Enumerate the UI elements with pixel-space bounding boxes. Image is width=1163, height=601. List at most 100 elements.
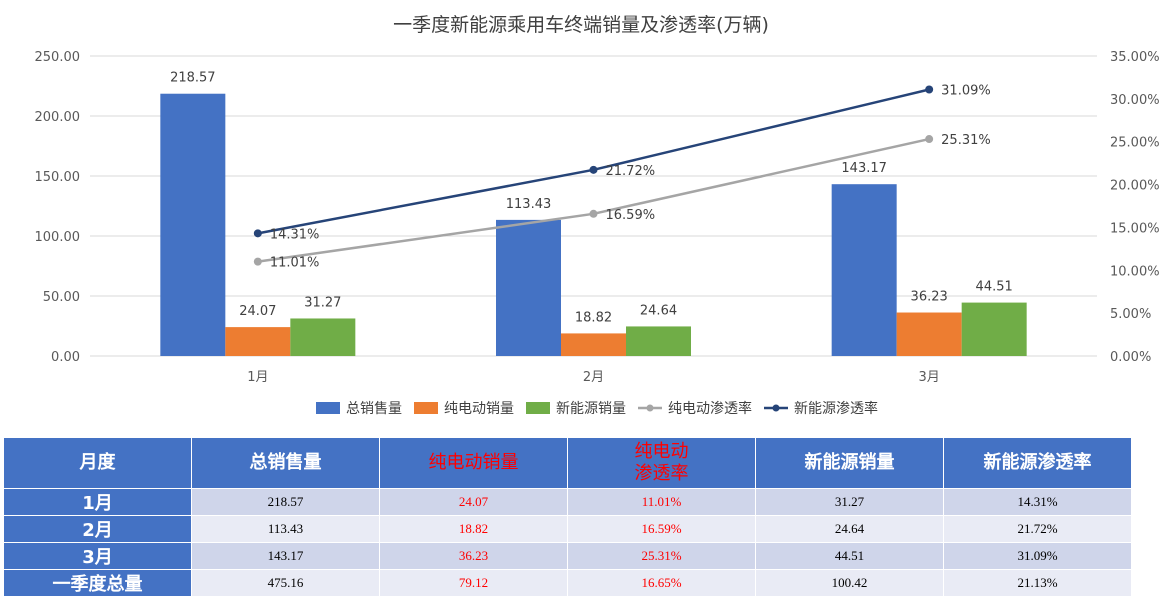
table-cell: 36.23 (379, 542, 568, 570)
line-data-label: 11.01% (270, 256, 320, 271)
bar-data-label: 31.27 (304, 295, 341, 310)
table-body: 1月 218.57 24.07 11.01% 31.27 14.31% 2月 113.43 18… (3, 488, 1132, 597)
bar-data-label: 36.23 (911, 290, 948, 305)
bar-总销售量 (496, 219, 561, 356)
table-header-text: 新能源销量 (804, 452, 895, 473)
legend-label: 纯电动渗透率 (668, 400, 752, 417)
table-cell: 11.01% (567, 488, 756, 516)
bar-data-label: 143.17 (841, 161, 887, 176)
bar-data-label: 24.64 (640, 303, 677, 318)
line-data-label: 16.59% (606, 208, 656, 223)
table-row-header: 1月 (3, 488, 192, 516)
y-left-tick-label: 250.00 (35, 50, 81, 65)
line-data-label: 31.09% (941, 84, 991, 99)
table-cell: 113.43 (191, 515, 380, 543)
y-right-tick-label: 30.00% (1110, 93, 1160, 108)
legend-marker (772, 404, 780, 412)
line-point (589, 165, 598, 174)
legend-swatch (316, 402, 340, 414)
table-cell: 100.42 (755, 569, 944, 597)
y-left-tick-label: 0.00 (51, 350, 80, 365)
legend-swatch (526, 402, 550, 414)
bar-纯电动销量 (896, 312, 962, 356)
legend-label: 新能源渗透率 (794, 400, 878, 417)
x-tick-label: 2月 (583, 370, 604, 385)
table-cell: 16.59% (567, 515, 756, 543)
bar-纯电动销量 (225, 327, 291, 356)
table-cell: 79.12 (379, 569, 568, 597)
line-data-label: 21.72% (606, 164, 656, 179)
line-point (589, 209, 598, 218)
bar-新能源销量 (961, 302, 1027, 356)
bar-总销售量 (831, 184, 897, 356)
bar-data-label: 218.57 (170, 71, 216, 86)
table-row: 2月 113.43 18.82 16.59% 24.64 21.72% (3, 515, 1132, 543)
bar-data-label: 113.43 (506, 197, 552, 212)
table-header-text: 新能源渗透率 (983, 452, 1092, 473)
table-header-cell: 总销售量 (191, 437, 380, 489)
table-cell: 24.64 (755, 515, 944, 543)
bar-新能源销量 (626, 326, 691, 356)
table-header-cell: 新能源渗透率 (943, 437, 1132, 489)
table-cell: 16.65% (567, 569, 756, 597)
table-header-cell: 纯电动 渗透率 (567, 437, 756, 489)
table-cell: 24.07 (379, 488, 568, 516)
table-row: 一季度总量 475.16 79.12 16.65% 100.42 21.13% (3, 569, 1132, 597)
table-header-cell: 月度 (3, 437, 192, 489)
legend-label: 总销售量 (346, 401, 402, 417)
y-right-tick-label: 5.00% (1110, 307, 1151, 322)
bar-纯电动销量 (561, 333, 626, 356)
table-cell: 143.17 (191, 542, 380, 570)
y-right-tick-label: 0.00% (1110, 350, 1151, 365)
y-right-tick-label: 10.00% (1110, 264, 1160, 279)
table-header-text: 渗透率 (634, 463, 689, 484)
table-cell: 31.09% (943, 542, 1132, 570)
y-left-tick-label: 50.00 (43, 290, 80, 305)
table-cell: 31.27 (755, 488, 944, 516)
line-point (925, 85, 934, 94)
table-cell: 14.31% (943, 488, 1132, 516)
line-point (925, 135, 934, 144)
y-right-tick-label: 35.00% (1110, 50, 1160, 65)
table-header-cell: 纯电动销量 (379, 437, 568, 489)
table-header-text: 纯电动 (634, 441, 689, 462)
legend-swatch (414, 402, 438, 414)
y-left-tick-label: 150.00 (35, 170, 81, 185)
table-cell: 44.51 (755, 542, 944, 570)
line-data-label: 14.31% (270, 227, 320, 242)
table-row-header: 一季度总量 (3, 569, 192, 597)
table-cell: 25.31% (567, 542, 756, 570)
table-row: 1月 218.57 24.07 11.01% 31.27 14.31% (3, 488, 1132, 516)
y-right-tick-label: 20.00% (1110, 179, 1160, 194)
table-header-text: 纯电动销量 (428, 452, 519, 473)
table-header-text: 总销售量 (249, 452, 322, 473)
table-row: 3月 143.17 36.23 25.31% 44.51 31.09% (3, 542, 1132, 570)
table-header-row: 月度 总销售量 纯电动销量 纯电动 渗透率 新能源销量 新能源渗透率 (3, 437, 1132, 489)
data-table: 月度 总销售量 纯电动销量 纯电动 渗透率 新能源销量 新能源渗透率 1月 218.57 24.… (3, 437, 1132, 597)
table-row-header: 2月 (3, 515, 192, 543)
table-header-cell: 新能源销量 (755, 437, 944, 489)
x-tick-label: 3月 (919, 370, 940, 385)
table-header-text: 月度 (79, 452, 116, 473)
legend-label: 新能源销量 (556, 401, 626, 417)
table-cell: 21.72% (943, 515, 1132, 543)
bar-新能源销量 (290, 318, 356, 356)
y-right-tick-label: 25.00% (1110, 136, 1160, 151)
x-tick-label: 1月 (247, 370, 268, 385)
bar-data-label: 44.51 (976, 280, 1013, 295)
bar-总销售量 (160, 93, 226, 356)
table-row-header: 3月 (3, 542, 192, 570)
line-point (253, 257, 262, 266)
line-point (253, 229, 262, 238)
bar-data-label: 18.82 (575, 310, 612, 325)
y-left-tick-label: 100.00 (35, 230, 81, 245)
chart-title: 一季度新能源乘用车终端销量及渗透率(万辆) (393, 14, 769, 36)
legend-label: 纯电动销量 (444, 401, 514, 417)
sales-penetration-chart: 一季度新能源乘用车终端销量及渗透率(万辆) 0.00 50.00 100.00 150.… (35, 14, 1160, 417)
line-纯电动渗透率 (257, 137, 930, 263)
table-cell: 475.16 (191, 569, 380, 597)
line-data-label: 25.31% (941, 133, 991, 148)
legend-marker (646, 404, 654, 412)
y-left-tick-label: 200.00 (35, 110, 81, 125)
table-cell: 218.57 (191, 488, 380, 516)
